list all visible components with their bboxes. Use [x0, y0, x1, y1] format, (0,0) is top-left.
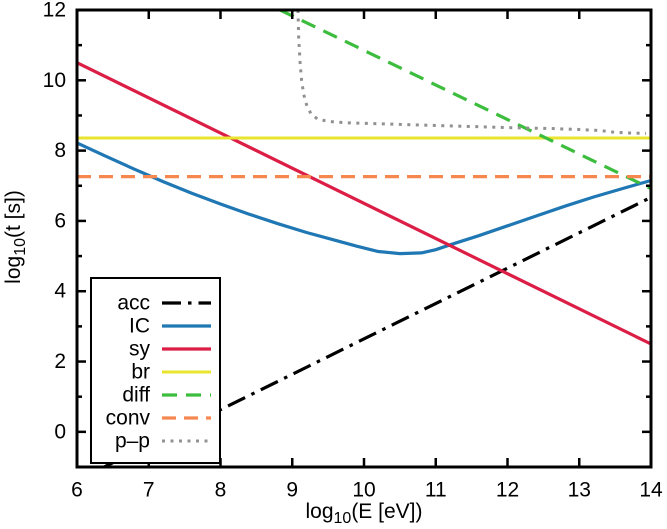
legend-label-sy: sy	[129, 338, 151, 361]
x-tick-label: 6	[71, 479, 83, 502]
y-tick-label: 0	[54, 420, 66, 443]
x-tick-label: 7	[143, 479, 155, 502]
x-tick-label: 9	[286, 479, 298, 502]
legend-label-diff: diff	[122, 384, 150, 407]
legend-label-br: br	[131, 361, 150, 384]
legend-label-acc: acc	[117, 292, 150, 315]
legend-label-IC: IC	[129, 315, 150, 338]
series-p-p-line	[296, 9, 647, 135]
x-tick-label: 8	[215, 479, 227, 502]
x-tick-label: 12	[496, 479, 519, 502]
x-tick-label: 11	[425, 479, 447, 502]
series-IC-line	[76, 141, 652, 256]
x-axis-label-sub: 10	[333, 510, 352, 528]
y-tick-label: 2	[54, 350, 66, 373]
y-axis-label-rest: (t [s])	[2, 190, 25, 238]
y-tick-label: 10	[43, 69, 66, 92]
y-axis-label-sub: 10	[12, 238, 30, 256]
x-tick-label: 10	[352, 479, 375, 502]
axes-group: 6 7 8 9 10 11 12 13 14 0 2 4 6 8 10 12	[43, 0, 663, 502]
series-sy-line	[76, 61, 652, 346]
x-tick-label: 14	[639, 479, 663, 502]
y-tick-label: 8	[54, 139, 66, 162]
y-tick-label: 4	[54, 280, 66, 303]
series-group	[76, 8, 652, 469]
y-tick-label: 6	[54, 209, 66, 232]
x-tick-label: 13	[568, 479, 591, 502]
x-axis-label: log10(E [eV])	[77, 500, 651, 528]
series-diff-line	[279, 8, 652, 191]
series-acc-line	[97, 195, 652, 469]
x-axis-label-rest: (E [eV])	[351, 500, 423, 523]
legend-label-conv: conv	[106, 407, 151, 430]
y-axis-label-base: log	[2, 255, 25, 284]
y-axis-label: log10(t [s])	[2, 167, 30, 307]
x-axis-label-base: log	[305, 500, 334, 523]
legend-label-p-p: p–p	[115, 430, 150, 453]
y-tick-label: 12	[43, 0, 66, 22]
